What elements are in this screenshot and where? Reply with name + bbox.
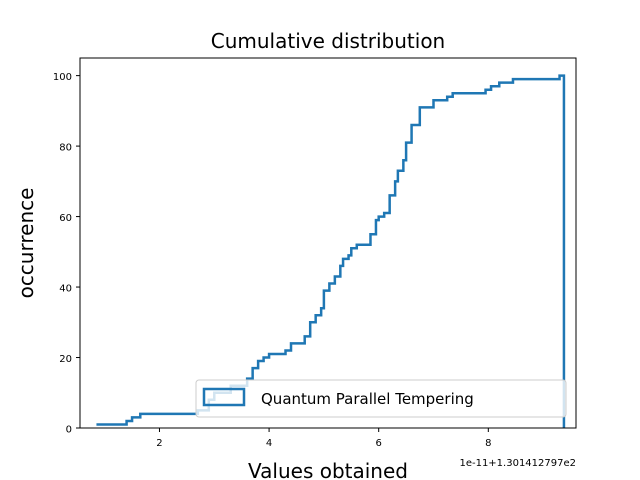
y-tick-label: 100 [53, 72, 72, 83]
legend-label: Quantum Parallel Tempering [261, 390, 474, 408]
y-tick-label: 60 [59, 213, 72, 224]
legend: Quantum Parallel Tempering [195, 379, 567, 418]
plot-frame [79, 57, 577, 429]
legend-box [195, 379, 567, 418]
x-tick-label: 2 [156, 438, 162, 449]
y-tick-label: 0 [66, 425, 72, 436]
x-axis-offset-text: 1e-11+1.301412797e2 [459, 458, 576, 469]
y-tick-label: 20 [59, 354, 72, 365]
plot-background [80, 58, 576, 428]
chart-title: Cumulative distribution [211, 29, 445, 53]
y-axis-ticks: 0 20 40 60 80 100 [53, 72, 80, 436]
plot-area: 2 4 6 8 0 20 40 60 80 100 [53, 57, 577, 449]
x-axis-label: Values obtained [248, 459, 408, 480]
y-tick-label: 80 [59, 143, 72, 154]
x-tick-label: 8 [485, 438, 491, 449]
legend-swatch [202, 387, 246, 407]
y-tick-label: 40 [59, 284, 72, 295]
x-tick-label: 4 [266, 438, 272, 449]
y-axis-label: occurrence [14, 188, 38, 299]
x-tick-label: 6 [376, 438, 382, 449]
x-axis-ticks: 2 4 6 8 [156, 428, 491, 449]
